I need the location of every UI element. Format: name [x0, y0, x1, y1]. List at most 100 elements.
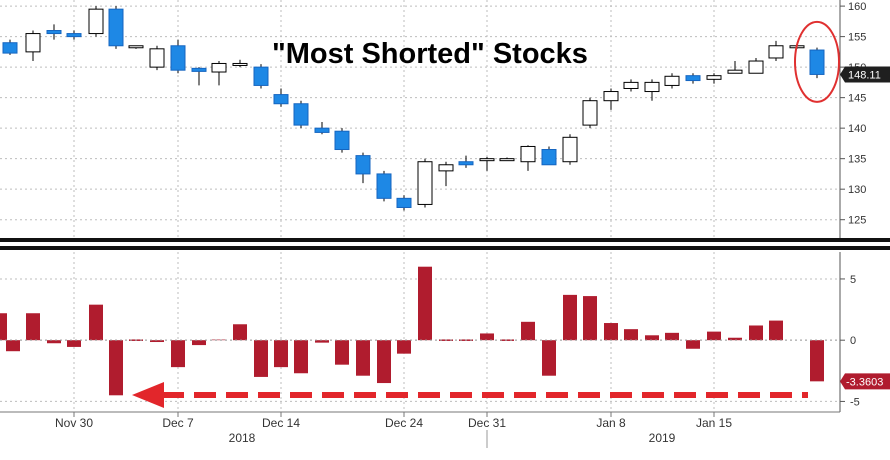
candle-body [541, 149, 557, 166]
bar [274, 340, 288, 368]
price-last-value-badge [840, 66, 890, 83]
bar-last-value-label: -3.3603 [846, 376, 883, 388]
price-tick-label: 135 [848, 154, 866, 166]
candle-body [479, 158, 495, 162]
overlay-layer [132, 20, 840, 408]
candle-body [293, 103, 309, 126]
candle-body [191, 67, 207, 72]
candle-body [582, 100, 598, 126]
price-last-value-label: 148.11 [848, 69, 881, 81]
bar-last-value-badge [840, 373, 890, 390]
x-tick-label: Dec 31 [468, 416, 506, 430]
dashed-arrow-head [132, 382, 164, 408]
bar [335, 340, 349, 365]
candle-body [314, 127, 330, 133]
bar [769, 320, 783, 341]
candle-body [2, 42, 18, 54]
x-tick-label: Dec 7 [162, 416, 194, 430]
bar [109, 340, 123, 396]
bar [583, 296, 597, 341]
x-tick-label: Dec 14 [262, 416, 300, 430]
candle-body [438, 164, 454, 172]
bar [67, 340, 81, 347]
bar [749, 325, 763, 341]
chart-title: "Most Shorted" Stocks [272, 38, 588, 70]
bar [645, 335, 659, 341]
candle-body [253, 66, 269, 86]
bar-layer [0, 266, 824, 396]
last-candle-highlight-ellipse [794, 20, 840, 103]
bar [171, 340, 185, 368]
candle-body [334, 130, 350, 151]
bar [212, 339, 226, 341]
bar [480, 333, 494, 341]
candle-body [458, 161, 474, 166]
candle-body [170, 45, 186, 71]
axis-layer: 125130135140145150155160-505148.11-3.360… [0, 0, 890, 448]
bar [397, 340, 411, 354]
bar [47, 340, 61, 344]
x-tick-label: Dec 24 [385, 416, 423, 430]
bar [728, 337, 742, 341]
x-tick-label: Jan 8 [596, 416, 626, 430]
bar [315, 340, 329, 343]
bar [707, 331, 721, 341]
bar [686, 340, 700, 349]
candle-body [46, 30, 62, 35]
candle-body [232, 62, 248, 66]
candle-body [149, 48, 165, 68]
price-tick-label: 140 [848, 123, 866, 135]
bar [150, 340, 164, 343]
candle-body [108, 8, 124, 47]
panel-separator-top [0, 238, 890, 242]
bar [233, 324, 247, 341]
bar-tick-label: 5 [850, 274, 856, 286]
candle-body [664, 75, 680, 86]
bar [810, 340, 824, 382]
candle-body [128, 45, 144, 49]
panel-separator-bottom [0, 246, 890, 250]
price-tick-label: 160 [848, 1, 866, 13]
candle-body [88, 8, 104, 35]
candle-body [809, 49, 825, 75]
candle-body [273, 94, 289, 105]
candle-body [603, 91, 619, 102]
candle-body [748, 60, 764, 74]
bar [192, 340, 206, 346]
candle-body [623, 81, 639, 89]
bar [26, 313, 40, 341]
bar [377, 340, 391, 384]
candle-body [685, 75, 701, 82]
bar [604, 323, 618, 341]
candle-body [25, 33, 41, 53]
bar [418, 266, 432, 341]
bar [89, 304, 103, 341]
candle-body [562, 136, 578, 163]
candle-body [768, 45, 784, 59]
candle-body [396, 197, 412, 208]
candle-body [706, 75, 722, 80]
bar [542, 340, 556, 376]
bar [665, 332, 679, 341]
bar-tick-label: -5 [850, 396, 860, 408]
bar [0, 313, 7, 341]
candle-body [376, 173, 392, 199]
bar [521, 321, 535, 341]
year-label: 2019 [649, 431, 676, 445]
candle-body [211, 62, 227, 73]
candle-body [727, 69, 743, 74]
bar [356, 340, 370, 376]
bar [254, 340, 268, 377]
candle-body [499, 158, 515, 162]
bar [6, 340, 20, 352]
bar [624, 329, 638, 341]
bar-tick-label: 0 [850, 335, 856, 347]
candle-body [355, 155, 371, 175]
candle-body [66, 33, 82, 38]
x-tick-label: Jan 15 [696, 416, 732, 430]
price-tick-label: 155 [848, 32, 866, 44]
bar [563, 294, 577, 341]
price-tick-label: 145 [848, 93, 866, 105]
